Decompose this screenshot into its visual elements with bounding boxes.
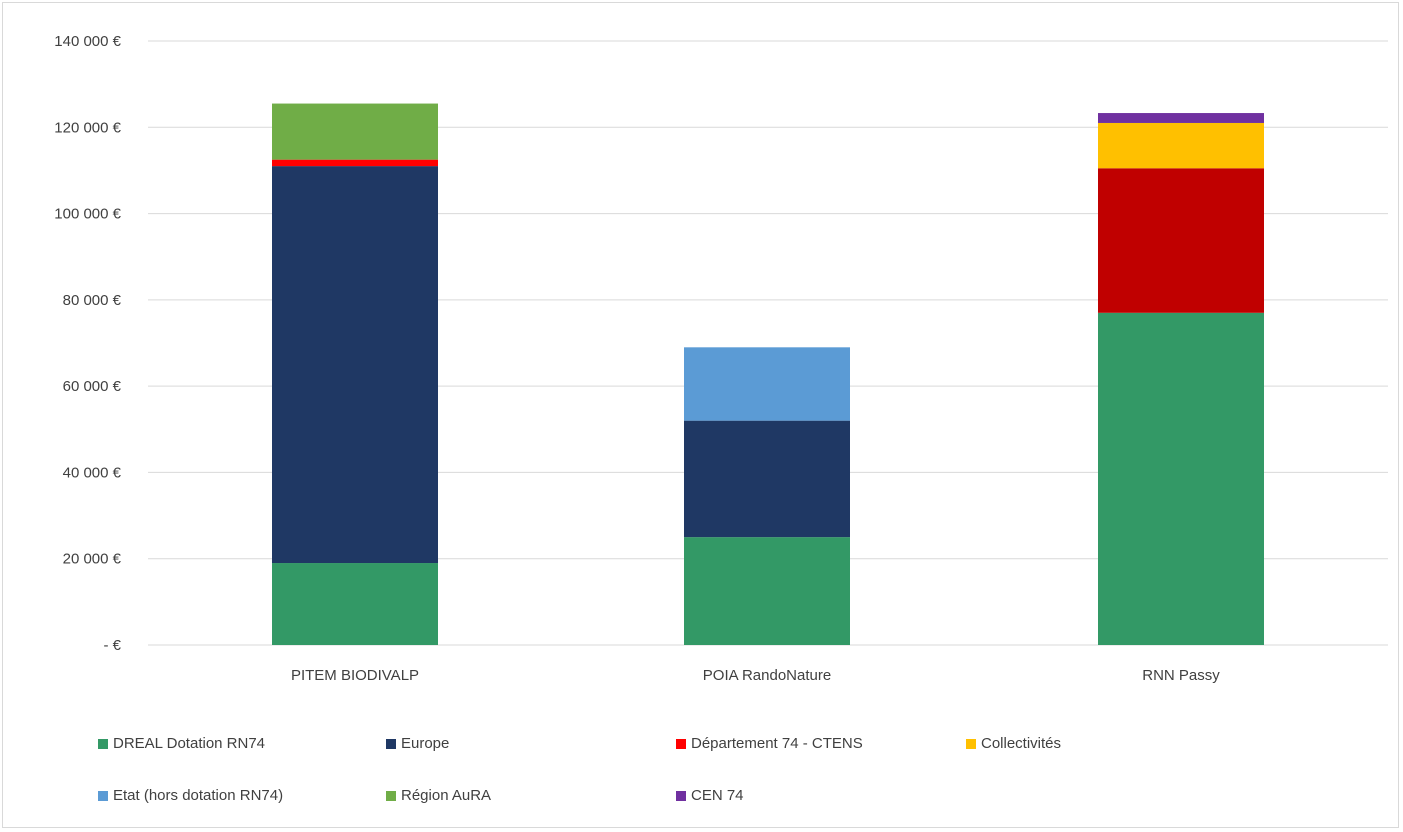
bar-segment — [684, 347, 850, 421]
bar-segment — [272, 103, 438, 160]
bar-segment — [1098, 113, 1264, 123]
bar-segment — [272, 166, 438, 564]
y-tick-label: 120 000 € — [54, 119, 121, 136]
bar-segment — [1098, 122, 1264, 169]
y-tick-label: 60 000 € — [63, 378, 122, 395]
bar-segment — [1098, 312, 1264, 645]
bar-segment — [684, 537, 850, 645]
y-axis-tick-labels: - € 20 000 € 40 000 € 60 000 € 80 000 € 100 0… — [54, 33, 121, 654]
y-tick-label: 80 000 € — [63, 292, 122, 309]
bar-segment — [272, 563, 438, 645]
bars — [272, 103, 1264, 645]
y-tick-label: 100 000 € — [54, 206, 121, 223]
y-tick-label: 140 000 € — [54, 33, 121, 50]
bar-segment — [684, 420, 850, 538]
y-tick-label: 40 000 € — [63, 464, 122, 481]
x-axis-category-labels: PITEM BIODIVALP POIA RandoNature RNN Passy — [291, 667, 1220, 684]
x-category-label: RNN Passy — [1142, 667, 1220, 684]
y-tick-label: 20 000 € — [63, 551, 122, 568]
x-category-label: POIA RandoNature — [703, 667, 831, 684]
bar-segment — [1098, 168, 1264, 313]
bar-segment — [272, 159, 438, 167]
y-tick-label: - € — [103, 637, 121, 654]
x-category-label: PITEM BIODIVALP — [291, 667, 419, 684]
